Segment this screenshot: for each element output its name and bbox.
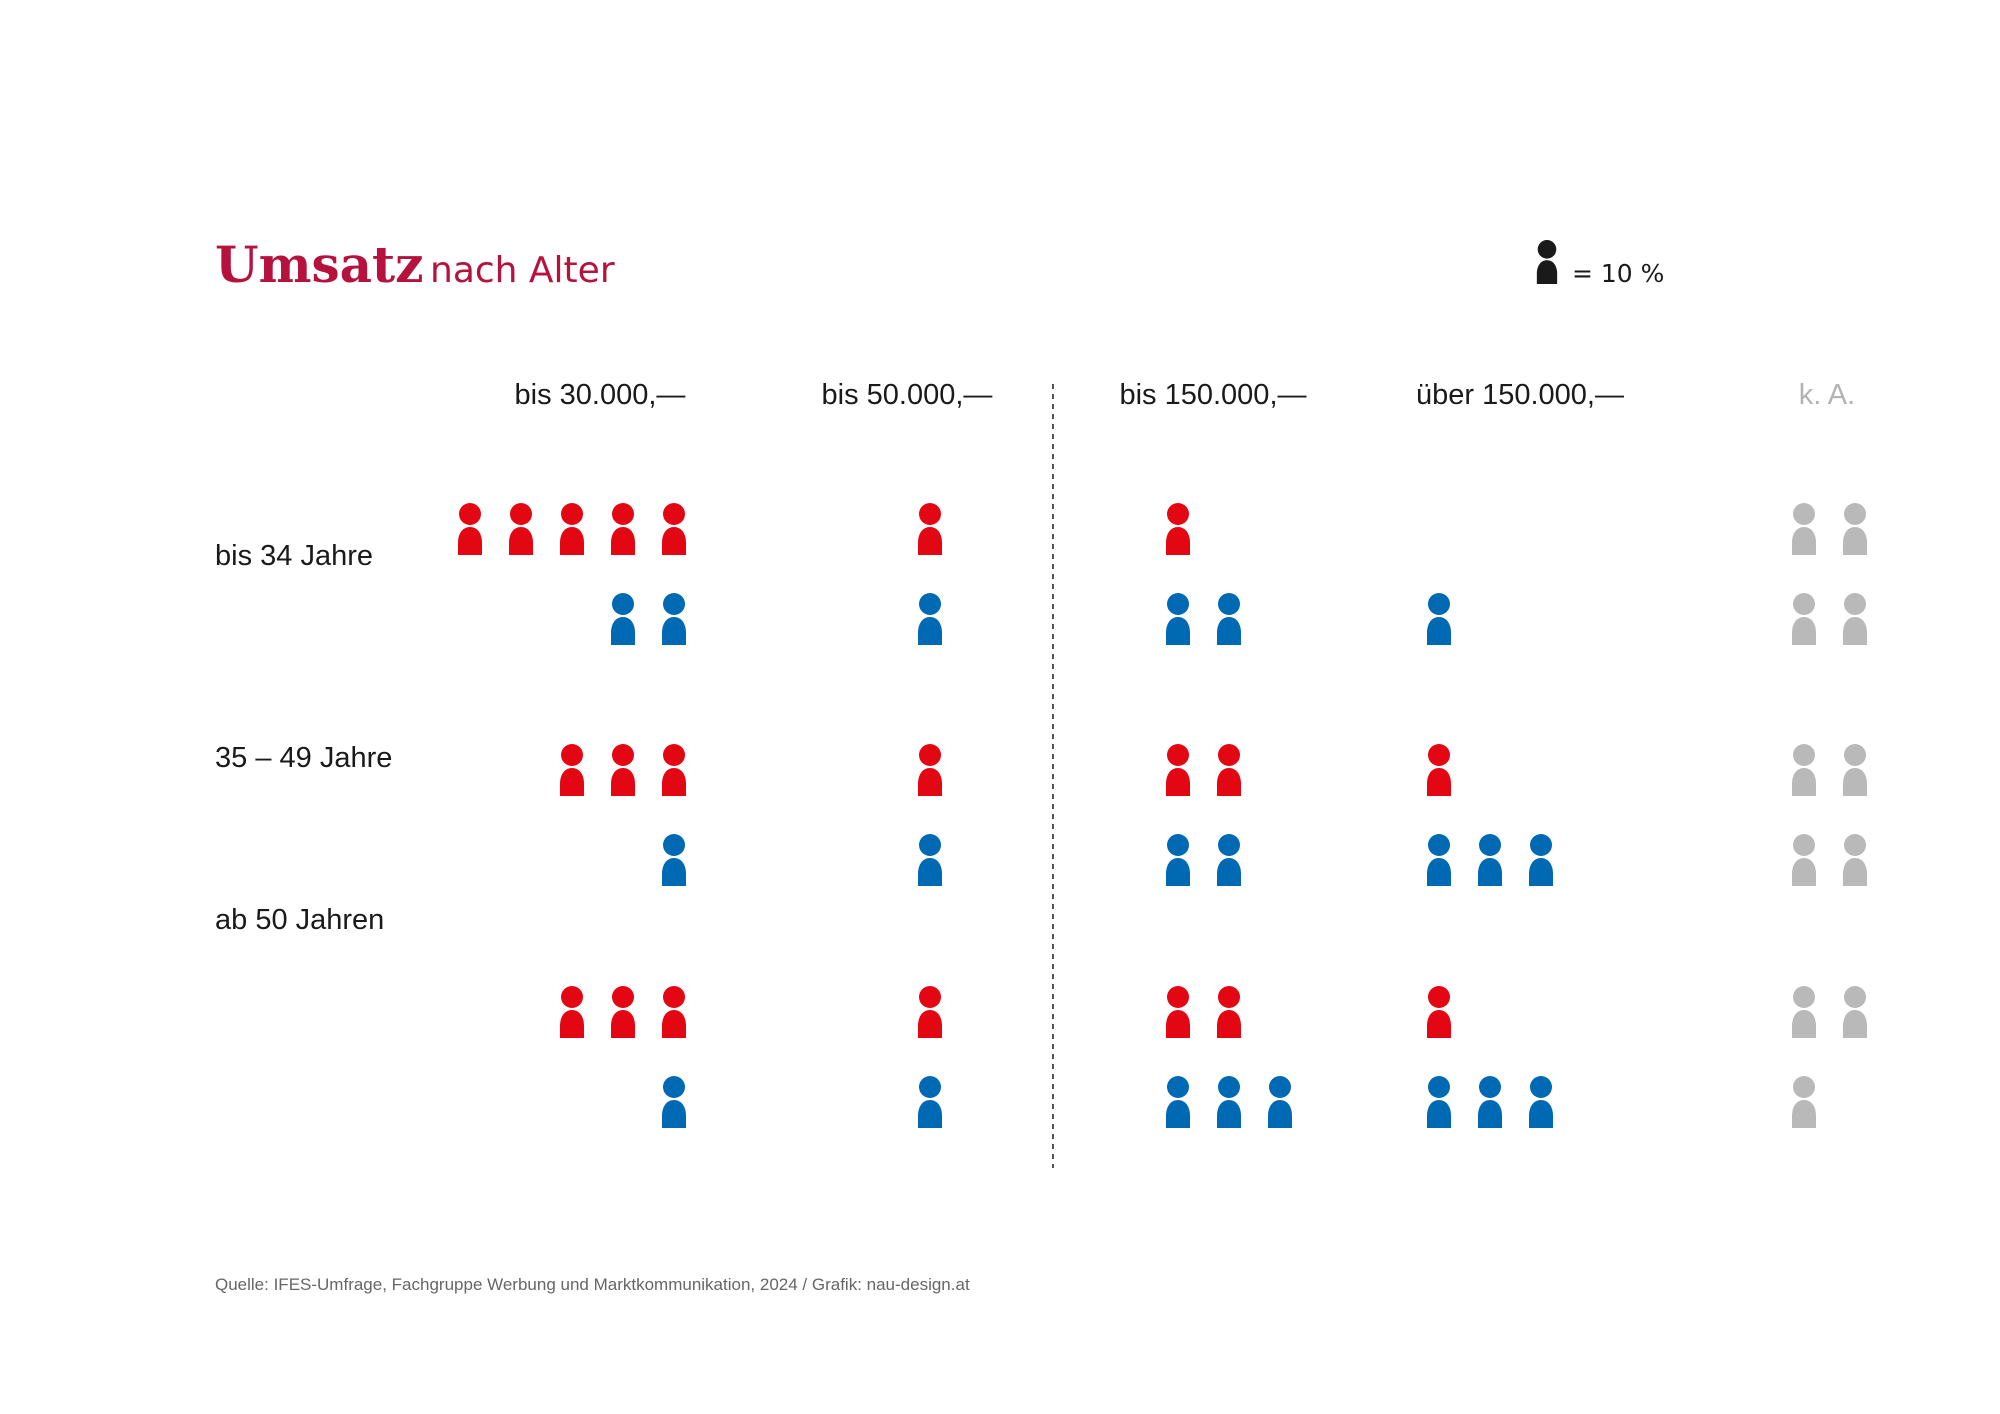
person-icon-blue <box>1529 834 1553 886</box>
person-icon-red <box>509 503 533 555</box>
person-icon-grey <box>1843 1076 1855 1128</box>
source-note: Quelle: IFES-Umfrage, Fachgruppe Werbung… <box>215 1275 970 1294</box>
person-icon-red <box>879 503 891 555</box>
row-label: bis 34 Jahre <box>215 540 373 572</box>
person-icon-red <box>1166 986 1190 1038</box>
person-icon-blue <box>1217 834 1241 886</box>
column-header: k. A. <box>1799 379 1855 411</box>
person-icon-grey <box>1894 503 1906 555</box>
person-icon-blue <box>572 593 584 645</box>
person-icon-red <box>662 744 686 796</box>
person-icon-grey <box>1792 1076 1816 1128</box>
chart-subtitle: nach Alter <box>430 250 615 291</box>
row-label: 35 – 49 Jahre <box>215 742 392 774</box>
person-icon-blue <box>1529 1076 1553 1128</box>
person-icon-grey <box>1843 593 1867 645</box>
legend: = 10 % <box>1536 240 1664 288</box>
person-icon-red <box>662 503 686 555</box>
person-icon-blue <box>879 593 891 645</box>
person-icon-red <box>879 744 891 796</box>
person-icon-grey <box>1843 744 1867 796</box>
person-icon-blue <box>1268 834 1280 886</box>
person-icon-red <box>1427 986 1451 1038</box>
person-icon-grey <box>1792 986 1816 1038</box>
person-icon-blue <box>918 1076 942 1128</box>
person-icon-blue <box>1166 834 1190 886</box>
column-header: bis 150.000,— <box>1119 379 1306 411</box>
person-icon-red <box>1166 744 1190 796</box>
person-icon-red <box>1217 986 1241 1038</box>
person-icon-red <box>560 744 584 796</box>
legend-text: = 10 % <box>1572 259 1664 288</box>
person-icon-grey <box>1792 503 1816 555</box>
person-icon-grey <box>1843 986 1867 1038</box>
column-header: über 150.000,— <box>1416 379 1624 411</box>
person-icon-blue <box>1166 593 1190 645</box>
person-icon-red <box>458 503 482 555</box>
person-icon-red <box>1217 744 1241 796</box>
person-icon-grey <box>1843 834 1867 886</box>
person-icon-red <box>1268 986 1280 1038</box>
person-icon-red <box>1427 503 1433 555</box>
person-icon-blue <box>623 834 635 886</box>
person-icon-blue <box>1427 1076 1451 1128</box>
column-headers: bis 30.000,— bis 50.000,— bis 150.000,— übe… <box>515 379 1856 411</box>
person-icon-blue <box>1268 593 1280 645</box>
chart-title: Umsatz <box>215 235 424 294</box>
person-icon-blue <box>662 834 686 886</box>
person-icon-red <box>611 986 635 1038</box>
person-icon-red <box>918 503 942 555</box>
person-icon-blue <box>662 1076 686 1128</box>
person-icon-blue <box>1427 593 1451 645</box>
person-icon-blue <box>611 593 635 645</box>
person-icon-red <box>560 986 584 1038</box>
person-icon-blue <box>662 593 686 645</box>
person-icon-red <box>611 744 635 796</box>
person-icon-red <box>879 986 891 1038</box>
person-icon-blue <box>1268 1076 1292 1128</box>
person-icon-blue <box>1166 1076 1190 1128</box>
person-icon-blue <box>1217 1076 1241 1128</box>
column-header: bis 30.000,— <box>515 379 686 411</box>
person-icon-grey <box>1792 593 1816 645</box>
pictogram-icons <box>458 503 1906 1128</box>
person-icon-blue <box>879 1076 891 1128</box>
person-icon-grey <box>1843 503 1867 555</box>
person-icon-blue <box>1217 593 1241 645</box>
person-icon-blue <box>1478 593 1490 645</box>
person-icon-blue <box>918 593 942 645</box>
person-icon-red <box>1166 503 1190 555</box>
person-icon-red <box>611 503 635 555</box>
row-labels: bis 34 Jahre 35 – 49 Jahre ab 50 Jahren <box>215 540 392 936</box>
person-icon-red <box>1427 744 1451 796</box>
person-icon-blue <box>918 834 942 886</box>
person-icon-red <box>662 986 686 1038</box>
person-icon-blue <box>1478 1076 1502 1128</box>
person-icon-red <box>918 744 942 796</box>
column-header: bis 50.000,— <box>822 379 993 411</box>
person-icon-red <box>1268 744 1280 796</box>
person-icon-grey <box>1792 834 1816 886</box>
person-icon-grey <box>1792 744 1816 796</box>
person-icon-red <box>918 986 942 1038</box>
person-icon-blue <box>1478 834 1502 886</box>
person-icon-red <box>560 503 584 555</box>
person-icon-blue <box>623 1076 635 1128</box>
legend-person-icon <box>1536 240 1558 284</box>
row-label: ab 50 Jahren <box>215 904 384 936</box>
person-icon-blue <box>1427 834 1451 886</box>
person-icon-grey <box>1894 986 1906 1038</box>
